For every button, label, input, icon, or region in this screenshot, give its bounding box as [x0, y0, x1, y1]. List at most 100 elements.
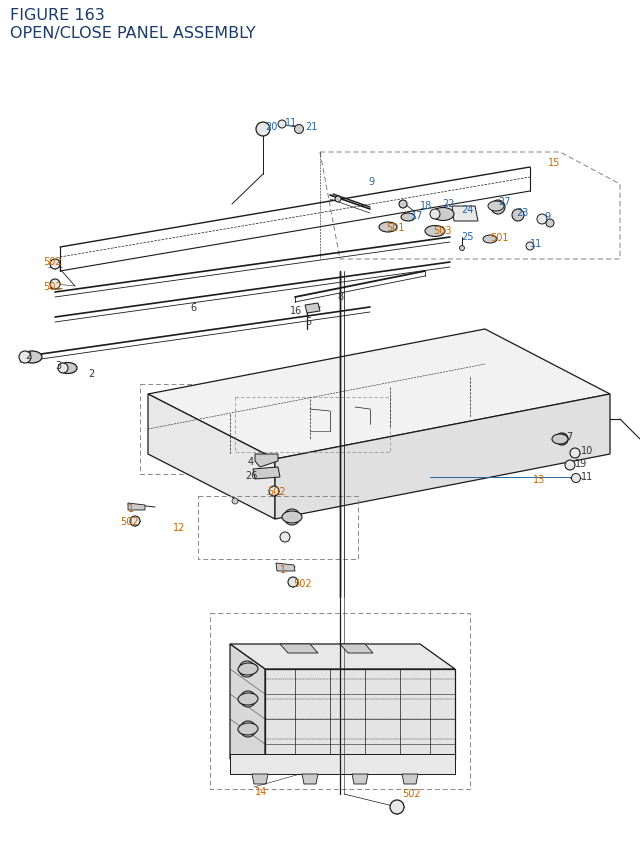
Text: 502: 502: [120, 517, 139, 526]
Polygon shape: [452, 207, 478, 222]
Circle shape: [565, 461, 575, 470]
Ellipse shape: [238, 723, 258, 735]
Circle shape: [460, 246, 465, 251]
Text: FIGURE 163: FIGURE 163: [10, 8, 105, 23]
Circle shape: [512, 210, 524, 222]
Polygon shape: [305, 304, 320, 313]
Ellipse shape: [59, 363, 77, 374]
Text: 503: 503: [433, 226, 451, 236]
Text: 18: 18: [420, 201, 432, 211]
Circle shape: [572, 474, 580, 483]
Text: 19: 19: [575, 458, 588, 468]
Text: 3: 3: [55, 361, 61, 370]
Ellipse shape: [483, 236, 497, 244]
Polygon shape: [255, 455, 278, 468]
Text: 15: 15: [548, 158, 561, 168]
Polygon shape: [128, 504, 145, 511]
Circle shape: [491, 201, 505, 214]
Text: 11: 11: [581, 472, 593, 481]
Text: 5: 5: [305, 317, 311, 326]
Ellipse shape: [401, 214, 415, 222]
Polygon shape: [148, 394, 275, 519]
Circle shape: [280, 532, 290, 542]
Circle shape: [556, 433, 568, 445]
Text: 27: 27: [498, 197, 511, 207]
Circle shape: [284, 510, 300, 525]
Text: 25: 25: [461, 232, 474, 242]
Circle shape: [256, 123, 270, 137]
Text: 502: 502: [43, 282, 61, 292]
Circle shape: [537, 214, 547, 225]
Polygon shape: [280, 644, 318, 653]
Text: 4: 4: [248, 456, 254, 467]
Text: 6: 6: [190, 303, 196, 313]
Circle shape: [288, 578, 298, 587]
Ellipse shape: [432, 208, 454, 221]
Circle shape: [232, 499, 238, 505]
Text: 502: 502: [402, 788, 420, 798]
Ellipse shape: [22, 351, 42, 363]
Polygon shape: [148, 330, 610, 460]
Polygon shape: [402, 774, 418, 784]
Text: 10: 10: [581, 445, 593, 455]
Ellipse shape: [282, 511, 302, 523]
Text: 11: 11: [530, 238, 542, 249]
Circle shape: [269, 486, 279, 497]
Circle shape: [570, 449, 580, 458]
Text: 17: 17: [411, 211, 424, 220]
Circle shape: [399, 201, 407, 208]
Polygon shape: [340, 644, 373, 653]
Text: 7: 7: [566, 431, 572, 442]
Circle shape: [335, 197, 341, 202]
Circle shape: [58, 363, 68, 374]
Text: 501: 501: [386, 223, 404, 232]
Polygon shape: [276, 563, 295, 572]
Text: 502: 502: [293, 579, 312, 588]
Text: 12: 12: [173, 523, 186, 532]
Text: 501: 501: [490, 232, 509, 243]
Text: 9: 9: [544, 212, 550, 222]
Circle shape: [240, 691, 256, 707]
Text: 23: 23: [516, 208, 529, 218]
Text: 21: 21: [305, 122, 317, 132]
Text: 13: 13: [533, 474, 545, 485]
Polygon shape: [265, 669, 455, 759]
Text: 11: 11: [285, 118, 297, 127]
Text: 9: 9: [368, 177, 374, 187]
Polygon shape: [275, 394, 610, 519]
Text: 502: 502: [267, 486, 285, 497]
Circle shape: [430, 210, 440, 220]
Text: OPEN/CLOSE PANEL ASSEMBLY: OPEN/CLOSE PANEL ASSEMBLY: [10, 26, 255, 41]
Text: 8: 8: [337, 292, 343, 301]
Ellipse shape: [488, 201, 504, 212]
Text: 14: 14: [255, 786, 268, 796]
Polygon shape: [302, 774, 318, 784]
Text: 2: 2: [25, 350, 31, 361]
Text: 1: 1: [128, 504, 134, 513]
Ellipse shape: [238, 693, 258, 705]
Text: 16: 16: [290, 306, 302, 316]
Circle shape: [526, 243, 534, 251]
Circle shape: [390, 800, 404, 814]
Circle shape: [130, 517, 140, 526]
Text: 20: 20: [265, 122, 277, 132]
Circle shape: [50, 260, 60, 269]
Circle shape: [240, 722, 256, 737]
Circle shape: [278, 121, 286, 129]
Circle shape: [50, 280, 60, 289]
Polygon shape: [352, 774, 368, 784]
Circle shape: [19, 351, 31, 363]
Circle shape: [239, 661, 255, 678]
Ellipse shape: [425, 226, 445, 238]
Text: 22: 22: [442, 199, 454, 208]
Text: 24: 24: [461, 205, 474, 214]
Polygon shape: [252, 774, 268, 784]
Ellipse shape: [552, 435, 568, 444]
Polygon shape: [230, 644, 455, 669]
Text: 502: 502: [43, 257, 61, 267]
Text: 26: 26: [245, 470, 257, 480]
Polygon shape: [230, 644, 265, 759]
Circle shape: [294, 126, 303, 134]
Ellipse shape: [379, 223, 397, 232]
Ellipse shape: [238, 663, 258, 675]
